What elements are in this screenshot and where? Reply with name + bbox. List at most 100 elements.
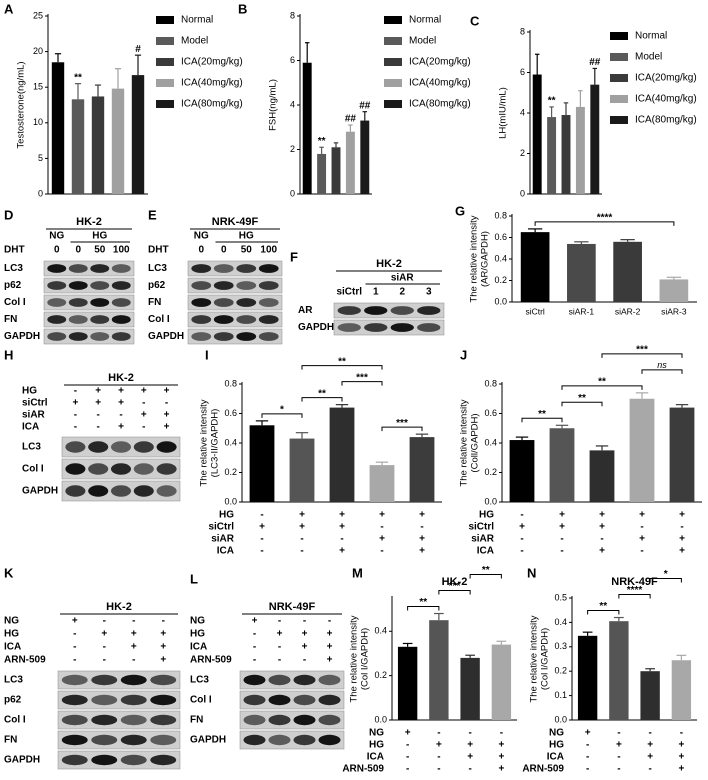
- significance-label: **: [419, 597, 427, 608]
- blot-band: [91, 714, 118, 726]
- row-mark: +: [141, 410, 147, 421]
- blot-band: [390, 323, 414, 332]
- bar: [590, 84, 600, 194]
- condition-name: ARN-509: [342, 764, 384, 775]
- blot-band: [91, 694, 118, 706]
- significance-label: **: [538, 409, 546, 420]
- row-name: ICA: [190, 642, 207, 653]
- annotation: ##: [589, 57, 601, 68]
- y-tick-label: 8: [290, 10, 295, 20]
- condition-mark: +: [679, 546, 685, 557]
- row-mark: +: [160, 629, 166, 640]
- blot-band: [133, 463, 154, 475]
- row-mark: +: [95, 398, 101, 409]
- condition-mark: -: [260, 546, 263, 557]
- bar: [491, 644, 512, 720]
- condition-mark: -: [520, 534, 523, 545]
- blot-band: [337, 323, 361, 332]
- condition-mark: +: [299, 510, 305, 521]
- blot-strip: [187, 277, 283, 294]
- condition-mark: -: [617, 764, 620, 775]
- condition-mark: -: [380, 546, 383, 557]
- group-label: HG: [92, 231, 107, 242]
- bar: [561, 115, 571, 194]
- row-mark: -: [73, 642, 76, 653]
- y-axis-label: LH(mIU/mL): [498, 87, 509, 139]
- blot-band: [236, 332, 257, 341]
- blot-strip: [57, 710, 181, 730]
- blot-band: [318, 694, 341, 706]
- blot-band: [111, 332, 131, 341]
- bar: [509, 440, 535, 502]
- row-mark: +: [327, 655, 333, 666]
- blot-band: [61, 754, 88, 766]
- condition-mark: +: [379, 510, 385, 521]
- bar: [669, 407, 695, 502]
- condition-mark: -: [600, 534, 603, 545]
- blot-band: [258, 281, 279, 290]
- row-mark: +: [327, 629, 333, 640]
- row-mark: -: [162, 616, 165, 627]
- band-label: p62: [148, 280, 166, 291]
- row-mark: -: [278, 642, 281, 653]
- condition-mark: -: [420, 522, 423, 533]
- row-mark: -: [132, 655, 135, 666]
- y-tick-label: 0.4: [494, 253, 507, 263]
- condition-mark: +: [647, 752, 653, 763]
- row-mark: +: [302, 629, 308, 640]
- blot-strip: [239, 670, 345, 690]
- row-mark: +: [302, 642, 308, 653]
- legend-swatch: [156, 79, 174, 87]
- y-tick-label: 0.8: [494, 210, 507, 220]
- condition-mark: -: [300, 546, 303, 557]
- significance-bracket: [381, 426, 423, 432]
- condition-mark: +: [679, 534, 685, 545]
- blot-band: [150, 694, 177, 706]
- condition-mark: +: [339, 510, 345, 521]
- significance-bracket: [618, 594, 651, 599]
- condition-mark: -: [406, 740, 409, 751]
- panel-letter: F: [290, 249, 298, 264]
- blot-strip: [239, 710, 345, 730]
- row-mark: -: [278, 655, 281, 666]
- y-tick-label: 0.2: [374, 670, 387, 680]
- row-mark: -: [74, 422, 77, 433]
- condition-mark: +: [467, 752, 473, 763]
- y-axis-label: (AR/GAPDH): [480, 231, 491, 287]
- panel-letter: B: [238, 1, 247, 16]
- bar: [345, 131, 355, 194]
- band-label: Col I: [4, 297, 26, 308]
- row-mark: +: [160, 642, 166, 653]
- blot-band: [243, 734, 266, 746]
- blot-title: HK-2: [376, 258, 402, 270]
- condition-mark: -: [260, 510, 263, 521]
- blot-strip: [333, 302, 445, 319]
- condition-mark: +: [678, 740, 684, 751]
- bar: [671, 660, 692, 720]
- condition-mark: +: [519, 522, 525, 533]
- condition-mark: +: [678, 764, 684, 775]
- condition-mark: -: [640, 522, 643, 533]
- row-mark: 0: [198, 245, 204, 256]
- y-tick-label: 0.8: [224, 378, 237, 388]
- blot-band: [90, 264, 110, 273]
- condition-mark: +: [559, 522, 565, 533]
- blot-band: [111, 264, 131, 273]
- y-tick-label: 0.0: [224, 496, 237, 506]
- y-tick-label: 0.4: [554, 617, 567, 627]
- condition-mark: +: [647, 740, 653, 751]
- group-label: siAR: [391, 273, 415, 284]
- condition-mark: +: [419, 534, 425, 545]
- row-name: siAR: [22, 410, 46, 421]
- condition-mark: -: [586, 764, 589, 775]
- y-tick-label: 0.2: [494, 275, 507, 285]
- condition-name: NG: [549, 728, 564, 739]
- condition-mark: -: [380, 522, 383, 533]
- condition-mark: +: [259, 522, 265, 533]
- legend-label: ICA(80mg/kg): [409, 99, 471, 110]
- blot-band: [390, 306, 414, 315]
- condition-name: ARN-509: [522, 764, 564, 775]
- legend-swatch: [610, 53, 628, 61]
- legend-swatch: [610, 116, 628, 124]
- significance-bracket: [261, 413, 303, 418]
